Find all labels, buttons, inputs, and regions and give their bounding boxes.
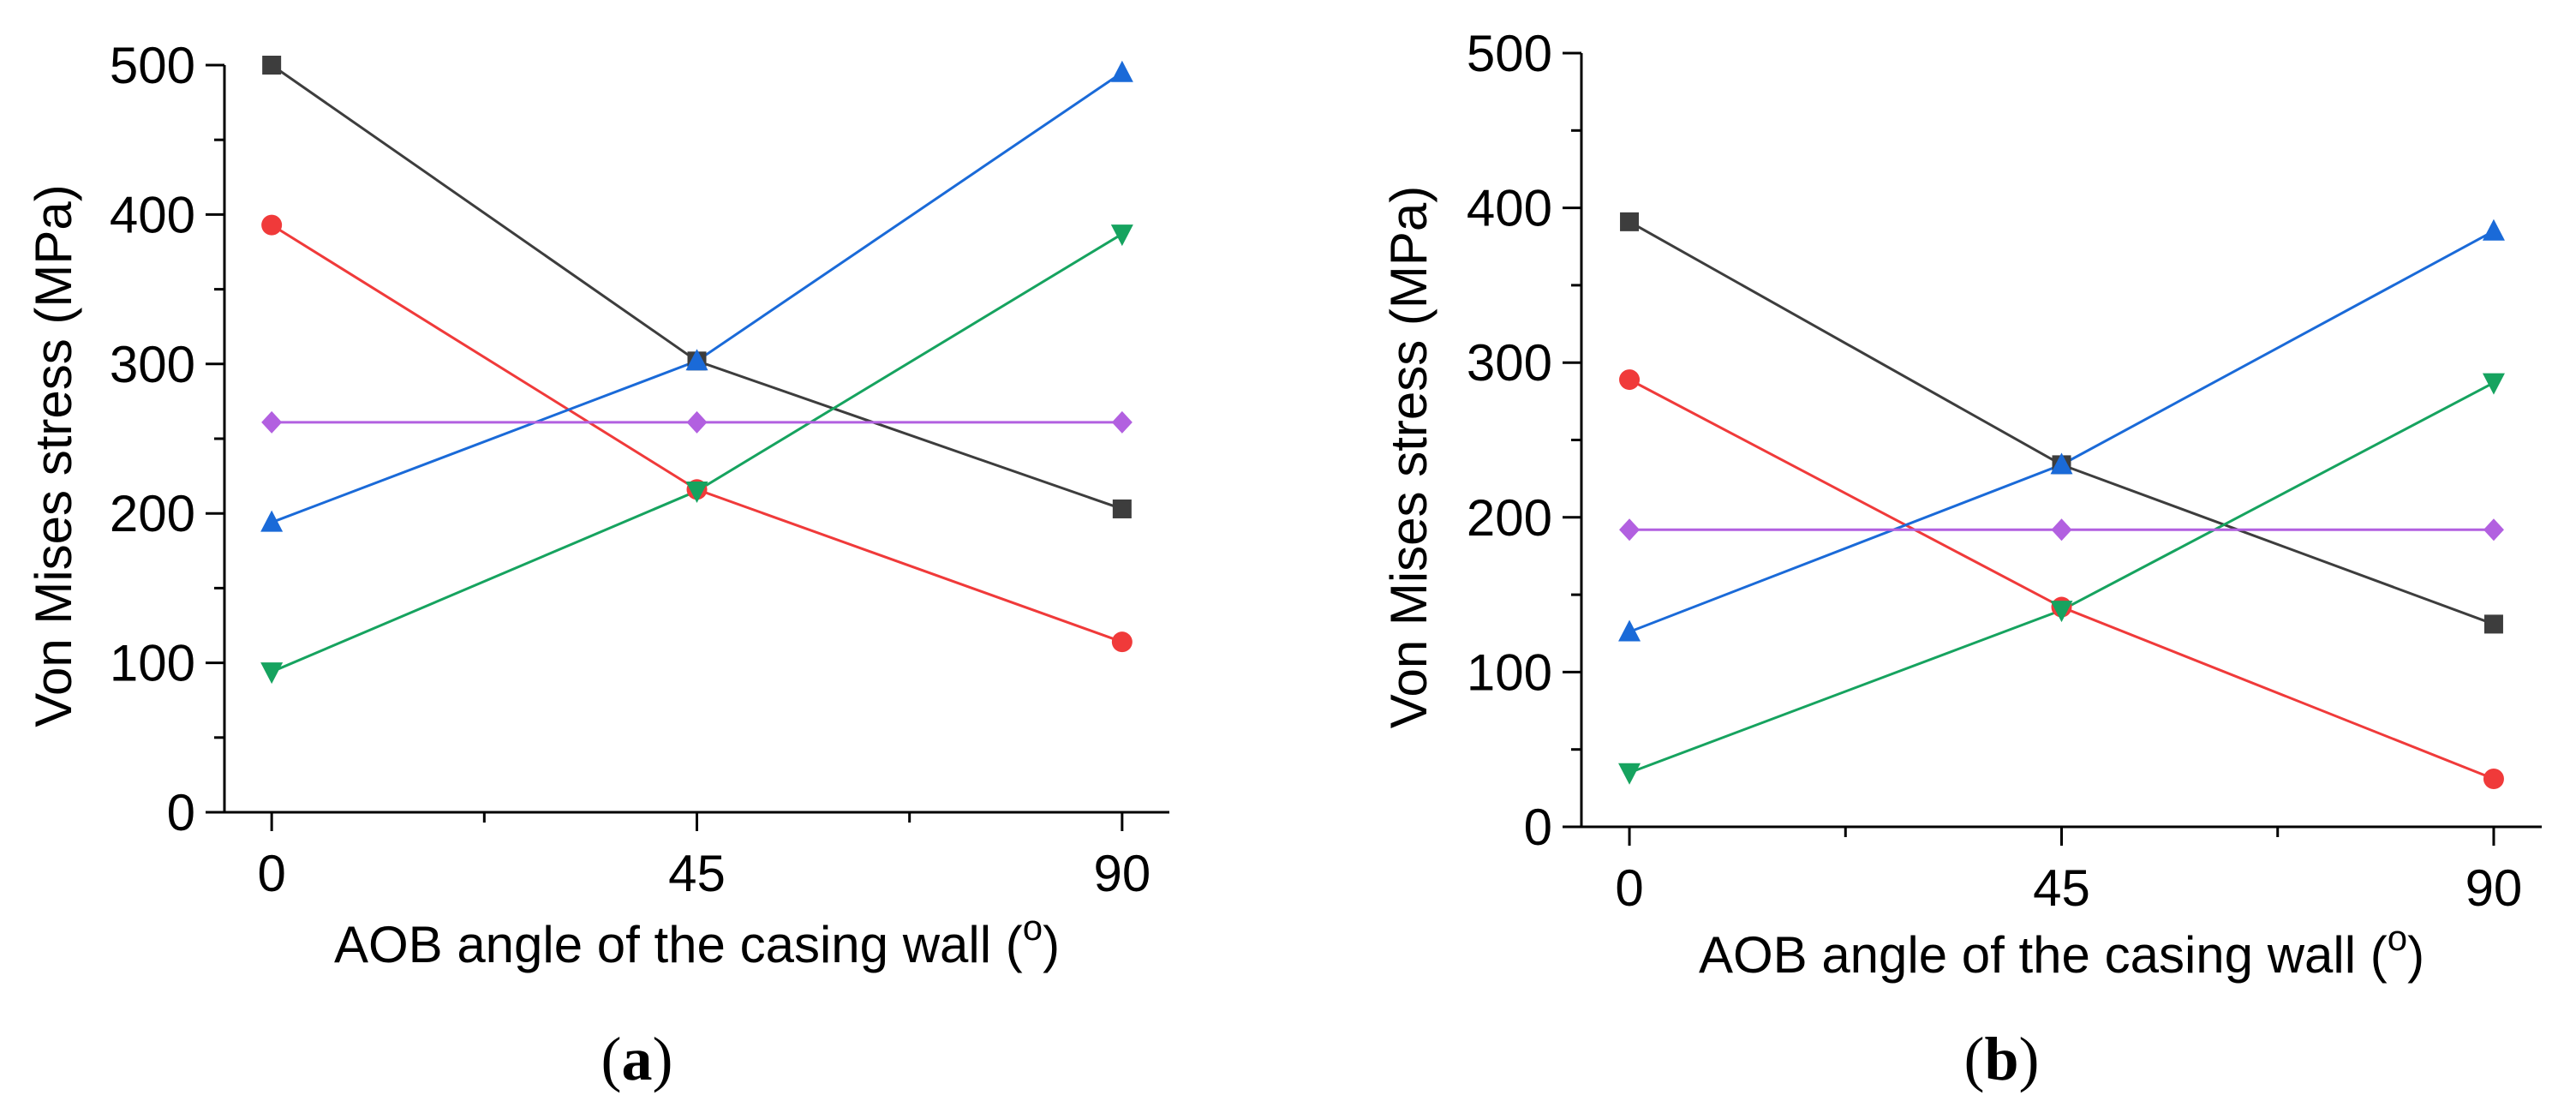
chart-a-series-3-point-90 <box>1110 60 1133 82</box>
chart-b-series-2-point-90 <box>2483 769 2504 790</box>
chart-a-xtick-label-0: 0 <box>257 845 285 902</box>
chart-a-series-4-point-0 <box>260 662 284 685</box>
chart-a-xtick-label-45: 45 <box>668 845 726 902</box>
chart-a-series-4-point-90 <box>1110 224 1133 247</box>
chart-b-ytick-label-300: 300 <box>1467 334 1552 392</box>
chart-b-x-axis-title-text: AOB angle of the casing wall ( <box>1699 926 2388 984</box>
chart-b-series-3-point-0 <box>1618 619 1641 642</box>
chart-b-series-5-point-90 <box>2483 518 2504 542</box>
chart-b: 0 100 200 300 400 500 0 45 90 AOB angle of the ca… <box>1380 25 2542 1093</box>
chart-a-series-5-point-0 <box>261 410 283 434</box>
chart-b-xtick-label-90: 90 <box>2465 859 2523 917</box>
chart-b-xtick-label-0: 0 <box>1615 859 1643 917</box>
chart-b-series-5-point-45 <box>2051 518 2072 542</box>
chart-a-series-2-line <box>271 224 1123 643</box>
chart-b-x-axis-title-sup: o <box>2388 918 2407 958</box>
chart-b-series-2-line <box>1629 378 2495 781</box>
chart-a-ytick-label-100: 100 <box>110 635 195 692</box>
chart-b-series-5-point-0 <box>1619 518 1641 542</box>
chart-b-ytick-label-400: 400 <box>1467 180 1552 237</box>
chart-b-series-1-line <box>1629 220 2495 625</box>
chart-b-ytick-label-100: 100 <box>1467 643 1552 701</box>
chart-b-xtick-label-45: 45 <box>2033 859 2090 917</box>
chart-a-series-4-line <box>271 232 1123 673</box>
chart-b-x-axis-title: AOB angle of the casing wall (o) <box>1699 918 2424 984</box>
chart-a-ytick-label-300: 300 <box>110 336 195 393</box>
chart-b-series-4-point-45 <box>2050 601 2073 623</box>
chart-b-y-axis-title: Von Mises stress (MPa) <box>1380 186 1437 729</box>
chart-a-series-1-point-0 <box>262 56 282 75</box>
chart-b-series-4-line <box>1629 381 2495 775</box>
chart-b-ytick-label-500: 500 <box>1467 25 1552 82</box>
chart-b-series-1-point-90 <box>2483 614 2503 634</box>
chart-a-ytick-label-200: 200 <box>110 485 195 542</box>
chart-b-panel-label: (b) <box>1963 1025 2039 1093</box>
chart-b-series-3-point-90 <box>2482 218 2505 241</box>
chart-a-ytick-label-500: 500 <box>110 37 195 94</box>
chart-a-panel-label: (a) <box>601 1025 673 1093</box>
chart-a: 0 100 200 300 400 500 0 45 90 AOB angle of the ca… <box>25 37 1169 1093</box>
chart-a-series-5-point-45 <box>686 410 708 434</box>
chart-b-series-4-point-0 <box>1618 763 1641 785</box>
chart-b-series-4-point-90 <box>2482 373 2505 395</box>
chart-a-x-axis-title-sup: o <box>1023 907 1043 948</box>
chart-a-x-axis-title-close: ) <box>1043 916 1060 973</box>
chart-a-series-3-point-45 <box>685 349 708 371</box>
chart-a-ytick-label-400: 400 <box>110 186 195 243</box>
chart-a-series-1-line <box>271 63 1123 511</box>
chart-a-series-2-point-90 <box>1111 631 1133 653</box>
chart-a-x-axis-title: AOB angle of the casing wall (o) <box>334 907 1060 973</box>
chart-b-series-3-line <box>1629 230 2495 633</box>
chart-a-series-3-line <box>271 71 1123 524</box>
chart-a-y-axis-title: Von Mises stress (MPa) <box>25 184 82 727</box>
chart-a-series-3-point-0 <box>260 510 284 532</box>
chart-b-ytick-label-0: 0 <box>1524 799 1552 856</box>
chart-a-series-5-point-90 <box>1111 410 1133 434</box>
chart-b-series-1-point-0 <box>1620 212 1640 231</box>
chart-a-series-2-point-0 <box>261 214 283 236</box>
chart-b-series-2-point-0 <box>1619 369 1641 391</box>
chart-b-x-axis-title-close: ) <box>2407 926 2424 984</box>
chart-b-ytick-label-200: 200 <box>1467 489 1552 547</box>
chart-a-ytick-label-0: 0 <box>167 784 195 841</box>
chart-b-series-3-point-45 <box>2050 452 2073 475</box>
chart-a-xtick-label-90: 90 <box>1093 845 1151 902</box>
chart-a-series-1-point-90 <box>1112 499 1132 518</box>
chart-a-series-4-point-45 <box>685 482 708 504</box>
chart-a-x-axis-title-text: AOB angle of the casing wall ( <box>334 916 1023 973</box>
